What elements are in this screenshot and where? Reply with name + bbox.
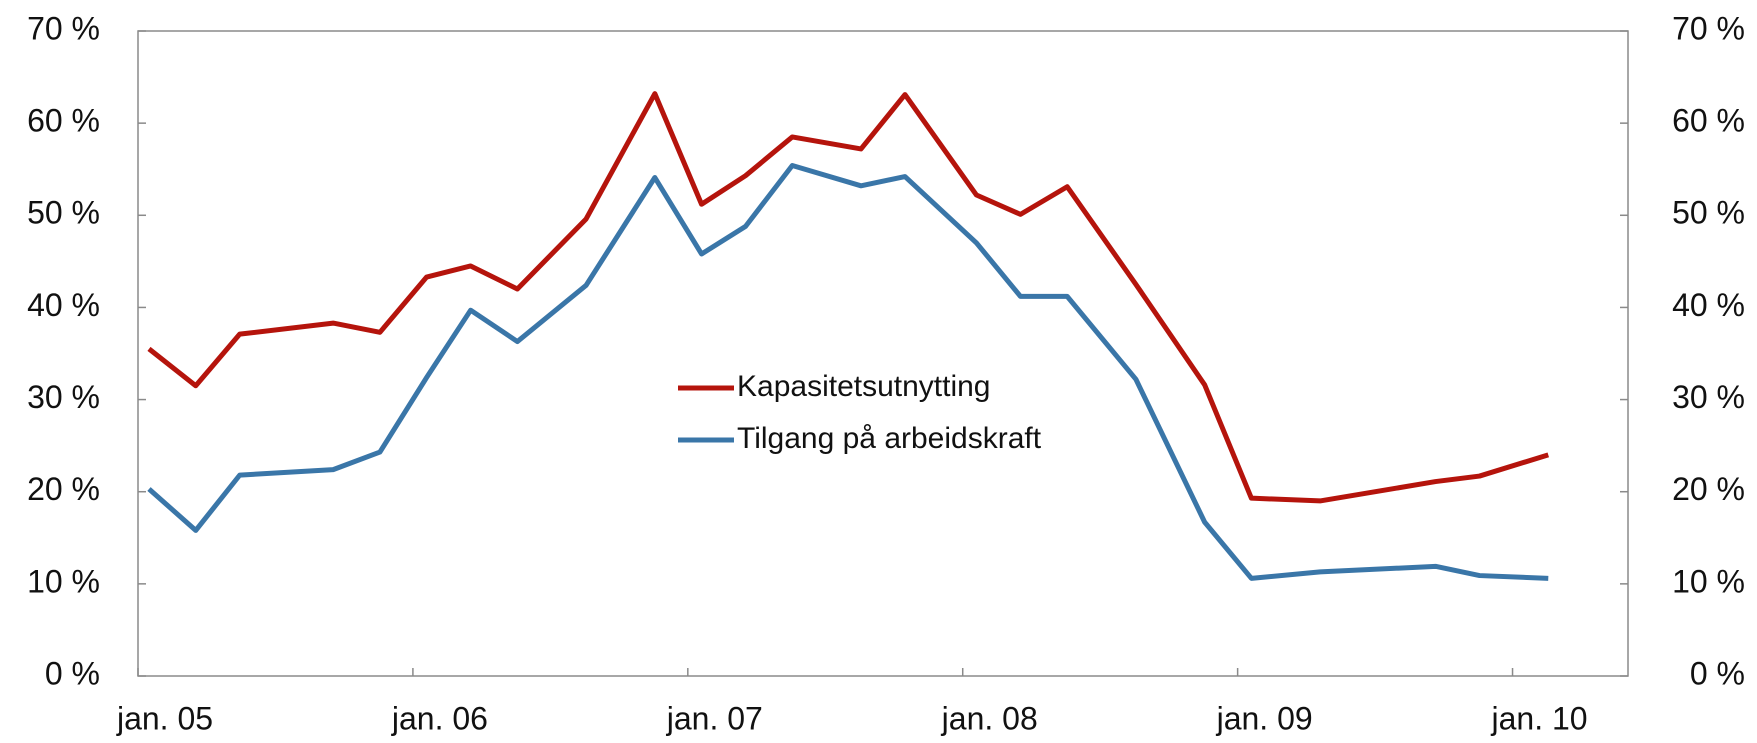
y2-tick-label: 70 % [1672,10,1745,46]
plot-frame [137,30,1629,677]
y-tick-label: 30 % [27,379,100,415]
y-tick-label: 70 % [27,10,100,46]
y2-tick-label: 40 % [1672,287,1745,323]
y-tick-label: 20 % [27,471,100,507]
legend-label: Kapasitetsutnytting [737,370,991,403]
series-line [147,163,1549,581]
y2-tick-label: 50 % [1672,195,1745,231]
y-tick-label: 10 % [27,563,100,599]
series-line [147,91,1550,504]
y-tick-label: 40 % [27,287,100,323]
legend-label: Tilgang på arbeidskraft [737,422,1042,455]
y2-tick-label: 60 % [1672,103,1745,139]
x-tick-label: jan. 09 [1216,700,1313,736]
x-tick-label: jan. 08 [941,700,1038,736]
x-tick-label: jan. 05 [116,700,213,736]
y-tick-label: 0 % [45,655,100,691]
y2-tick-label: 30 % [1672,379,1745,415]
y2-tick-label: 10 % [1672,563,1745,599]
x-tick-label: jan. 10 [1490,700,1587,736]
y2-tick-label: 0 % [1690,655,1745,691]
y-tick-label: 60 % [27,103,100,139]
x-tick-label: jan. 07 [666,700,763,736]
y-tick-label: 50 % [27,195,100,231]
x-tick-label: jan. 06 [391,700,488,736]
y2-tick-label: 20 % [1672,471,1745,507]
